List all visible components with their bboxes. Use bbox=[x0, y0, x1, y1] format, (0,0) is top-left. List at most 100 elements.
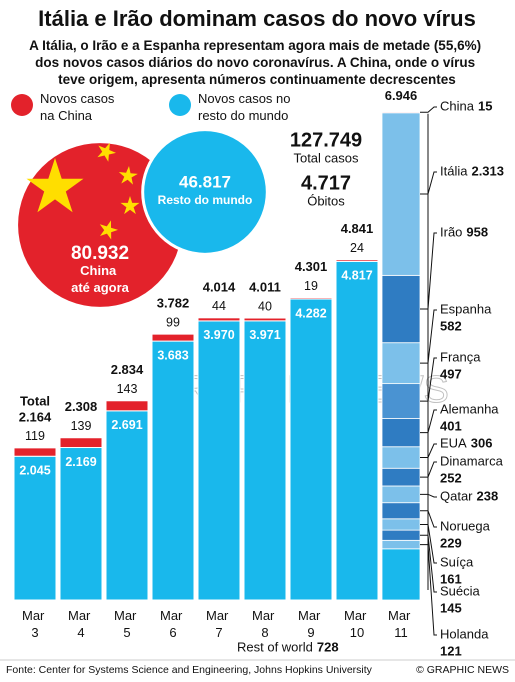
leader-line bbox=[420, 409, 437, 434]
leader-line bbox=[420, 523, 437, 564]
side-label: Qatar bbox=[440, 488, 473, 503]
total-label: 2.308 bbox=[65, 399, 98, 414]
side-value: 15 bbox=[478, 98, 492, 113]
side-label: Itália bbox=[440, 163, 468, 178]
side-value: 306 bbox=[471, 435, 493, 450]
x-tick-label: Mar 6 bbox=[160, 608, 186, 640]
side-value: 582 bbox=[440, 318, 462, 333]
side-label: Irão bbox=[440, 224, 462, 239]
leader-line bbox=[420, 493, 437, 498]
side-label: Dinamarca bbox=[440, 453, 504, 468]
bar-segment bbox=[243, 320, 287, 601]
bar-segment bbox=[381, 529, 421, 541]
value-label: 40 bbox=[258, 299, 272, 313]
side-label: Suécia bbox=[440, 583, 481, 598]
value-label: 4.817 bbox=[341, 269, 372, 283]
flag-stars bbox=[26, 142, 140, 240]
title: Itália e Irão dominam casos do novo víru… bbox=[38, 6, 476, 31]
subtitle: A Itália, o Irão e a Espanha representam… bbox=[29, 38, 485, 87]
leader-line bbox=[420, 171, 437, 195]
stat-value: 127.749 bbox=[290, 129, 362, 151]
bar-segment bbox=[381, 383, 421, 419]
bar-segment bbox=[381, 518, 421, 531]
legend-swatch bbox=[169, 94, 191, 116]
value-label: 139 bbox=[71, 419, 92, 433]
value-label: 24 bbox=[350, 241, 364, 255]
side-label: França bbox=[440, 349, 481, 364]
value-label: 143 bbox=[117, 382, 138, 396]
value-label: 2.045 bbox=[19, 464, 50, 478]
flag-star bbox=[118, 166, 138, 185]
bar-segment bbox=[289, 298, 333, 601]
legend-label: Novos casos no resto do mundo bbox=[198, 91, 294, 123]
bar-segment bbox=[335, 260, 379, 601]
side-value: 238 bbox=[477, 488, 499, 503]
side-label: Alemanha bbox=[440, 401, 499, 416]
bar-segment bbox=[381, 342, 421, 385]
flag-star bbox=[26, 158, 84, 213]
side-value: 497 bbox=[440, 366, 462, 381]
side-value: 252 bbox=[440, 470, 462, 485]
x-tick-label: Mar 4 bbox=[68, 608, 94, 640]
leader-line bbox=[420, 357, 437, 402]
credit: © GRAPHIC NEWS bbox=[416, 664, 509, 676]
stat-text: Óbitos bbox=[307, 193, 345, 208]
bar-segment bbox=[381, 111, 421, 114]
bar-segment bbox=[59, 437, 103, 449]
stat-value: 4.717 bbox=[301, 172, 351, 194]
bar-segment bbox=[59, 447, 103, 601]
bar-segment bbox=[13, 447, 57, 457]
value-label: 2.169 bbox=[65, 455, 96, 469]
leader-line bbox=[420, 544, 437, 636]
side-value: 121 bbox=[440, 643, 462, 658]
total-label: 3.782 bbox=[157, 296, 190, 311]
leader-line bbox=[420, 510, 437, 528]
bar-segment bbox=[381, 112, 421, 276]
total-label: 4.014 bbox=[203, 279, 236, 294]
x-tick-label: Mar 8 bbox=[252, 608, 278, 640]
bar-segment bbox=[381, 485, 421, 504]
circle-value: 46.817 bbox=[179, 172, 231, 191]
flag-star bbox=[99, 220, 118, 240]
value-label: 3.970 bbox=[203, 328, 234, 342]
bar-segment bbox=[151, 333, 195, 342]
value-label: 3.683 bbox=[157, 348, 188, 362]
total-word: Total bbox=[20, 393, 50, 408]
total-label: 4.301 bbox=[295, 259, 328, 274]
value-label: 99 bbox=[166, 315, 180, 329]
circle-text: China até agora bbox=[71, 263, 130, 295]
bar-segment bbox=[197, 320, 241, 601]
side-label: EUA bbox=[440, 435, 467, 450]
x-tick-label: Mar 11 bbox=[388, 608, 414, 640]
side-value: 229 bbox=[440, 535, 462, 550]
bar-segment bbox=[151, 340, 195, 601]
x-tick-label: Mar 7 bbox=[206, 608, 232, 640]
source: Fonte: Center for Systems Science and En… bbox=[6, 664, 373, 676]
leader-line bbox=[420, 534, 437, 593]
side-value: 728 bbox=[317, 639, 339, 654]
bar-segment bbox=[381, 502, 421, 520]
bar-segment bbox=[289, 297, 333, 300]
side-value: 401 bbox=[440, 418, 462, 433]
legend-label: Novos casos na China bbox=[40, 91, 118, 123]
total-label: 6.946 bbox=[385, 88, 418, 103]
bar-segment bbox=[335, 259, 379, 262]
total-label: 4.841 bbox=[341, 221, 374, 236]
bar-segment bbox=[381, 467, 421, 487]
side-label: Rest of world bbox=[237, 639, 313, 654]
side-label: Espanha bbox=[440, 301, 492, 316]
value-label: 2.691 bbox=[111, 418, 142, 432]
side-label: Suíça bbox=[440, 554, 474, 569]
flag-star bbox=[120, 196, 140, 215]
side-value: 161 bbox=[440, 571, 462, 586]
side-label: Noruega bbox=[440, 518, 491, 533]
bar-segment bbox=[381, 418, 421, 448]
bar-segment bbox=[105, 410, 149, 601]
leader-line bbox=[420, 461, 437, 478]
bar-segment bbox=[13, 455, 57, 601]
bar-segment bbox=[243, 317, 287, 322]
x-tick-label: Mar 10 bbox=[344, 608, 370, 640]
leader-line bbox=[420, 232, 437, 310]
x-tick-label: Mar 3 bbox=[22, 608, 48, 640]
